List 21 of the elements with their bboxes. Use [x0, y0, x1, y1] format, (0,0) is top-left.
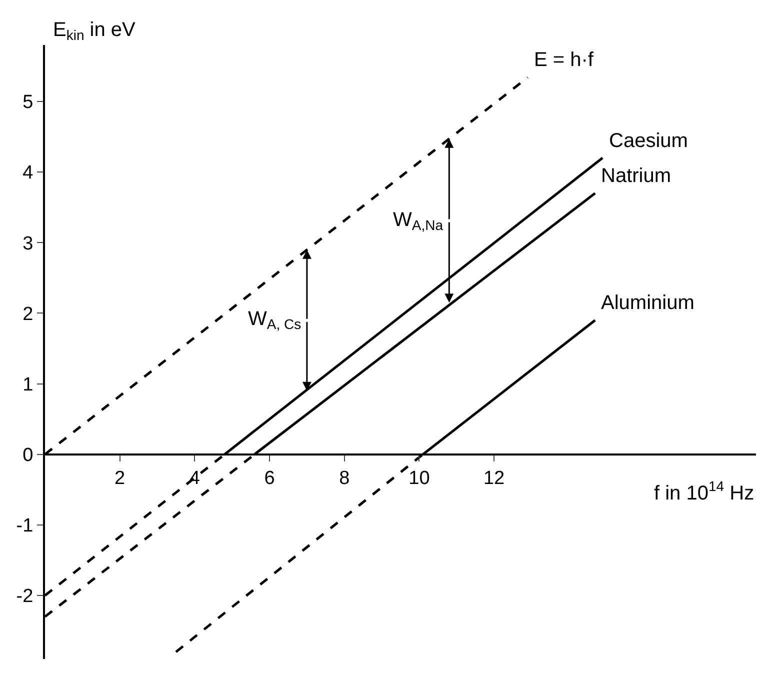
x-tick-label: 2 — [114, 468, 126, 490]
series-label: Caesium — [609, 130, 688, 152]
y-axis-title: E$_{kin}$ in eV — [53, 19, 136, 44]
x-tick-label: 10 — [408, 468, 430, 490]
y-tick-label: -2 — [16, 586, 34, 608]
y-tick-label: 2 — [22, 304, 34, 325]
series-label: E = h·f — [534, 49, 594, 71]
x-tick-label: 8 — [339, 468, 350, 490]
annotation: W$_{A, Cs}$ — [248, 308, 302, 332]
x-axis-title: f in 10$^{14}$ Hz — [654, 478, 754, 504]
y-tick-label: 3 — [22, 233, 34, 254]
y-tick-label: 0 — [22, 444, 34, 466]
y-tick-label: 4 — [22, 162, 34, 184]
series-label: Aluminium — [601, 292, 694, 314]
y-tick-label: -1 — [16, 516, 34, 537]
annotation: W$_{A,Na}$ — [393, 209, 444, 234]
series-label: Natrium — [601, 165, 672, 187]
y-tick-label: 1 — [22, 374, 34, 396]
y-tick-label: 5 — [22, 92, 34, 114]
x-tick-label: 12 — [483, 468, 505, 490]
x-tick-label: 6 — [264, 468, 275, 490]
